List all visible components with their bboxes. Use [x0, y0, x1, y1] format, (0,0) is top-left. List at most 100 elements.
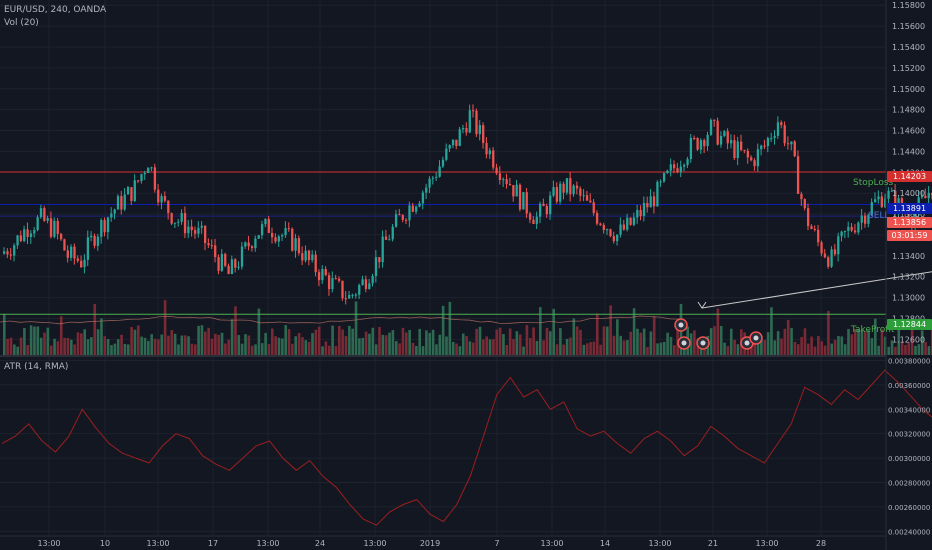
volume-bar [120, 334, 123, 355]
volume-bar [850, 334, 854, 355]
candle-body [780, 122, 783, 126]
volume-bar [378, 326, 381, 355]
volume-bar [518, 334, 522, 355]
event-markers[interactable] [674, 318, 763, 350]
symbol-legend[interactable]: EUR/USD, 240, OANDA [4, 5, 107, 15]
volume-bar [632, 308, 636, 355]
volume-bar [733, 339, 736, 355]
candle-body [217, 257, 220, 271]
volume-bar [927, 346, 931, 355]
candle-body [877, 196, 880, 200]
volume-bar [693, 330, 696, 355]
sell-label[interactable]: SELL [868, 211, 890, 221]
candle-body [636, 210, 639, 218]
candle-body [83, 259, 86, 268]
candle-body [394, 214, 398, 227]
price-tick-label: 1.13000 [892, 294, 925, 303]
volume-bar [559, 328, 562, 355]
atr-tick-label: 0.00240000 [888, 528, 930, 536]
volume-legend[interactable]: Vol (20) [4, 18, 39, 28]
volume-bar [157, 339, 160, 355]
volume-bar [810, 336, 813, 355]
volume-bar [281, 338, 284, 355]
volume-bar [388, 332, 391, 355]
volume-bar [874, 318, 877, 355]
volume-bar [877, 345, 880, 355]
volume-bar [890, 340, 894, 355]
price-tick-label: 1.13200 [892, 273, 925, 282]
volume-bar [525, 325, 529, 355]
candle-body [137, 180, 140, 182]
candle-body [569, 178, 572, 195]
candle-body [924, 195, 927, 199]
volume-bar [348, 325, 351, 355]
time-tick-label: 13:00 [540, 539, 563, 548]
volume-bar [783, 328, 787, 355]
candle-body [331, 278, 334, 290]
volume-bar [887, 346, 890, 355]
candle-body [13, 245, 16, 256]
volume-bar [673, 345, 676, 355]
candle-body [197, 227, 200, 234]
candle-body [204, 225, 207, 244]
atr-tick-label: 0.00320000 [888, 431, 930, 439]
volume-bar [833, 339, 837, 355]
candle-body [622, 224, 626, 230]
candle-body [76, 258, 79, 261]
candle-body [796, 156, 800, 194]
candle-body [29, 233, 33, 237]
volume-bar [435, 344, 438, 355]
candle-body [579, 188, 582, 196]
candle-body [485, 142, 488, 155]
candle-body [294, 238, 297, 251]
volume-bar [371, 327, 375, 355]
volume-bar [880, 329, 884, 355]
volume-bar [368, 333, 371, 355]
price-tick-label: 1.12600 [892, 335, 925, 344]
candle-body [642, 203, 646, 217]
time-tick-label: 24 [315, 539, 325, 548]
atr-legend[interactable]: ATR (14, RMA) [4, 362, 69, 372]
candle-body [224, 253, 227, 266]
atr-indicator[interactable] [1, 369, 932, 526]
candle-body [616, 234, 619, 242]
takeprofit-label[interactable]: TakeProfit [851, 325, 895, 335]
volume-bar [508, 328, 512, 355]
candle-body [535, 216, 538, 224]
candle-body [160, 196, 163, 203]
volume-bar [43, 332, 46, 355]
volume-bar [13, 344, 16, 355]
forecast-arrow[interactable] [697, 208, 932, 309]
current-price-tag: 1.13891 [887, 203, 932, 214]
candle-body [70, 246, 73, 258]
volume-bar [917, 344, 921, 355]
volume-bar [455, 343, 458, 355]
candle-body [451, 139, 455, 146]
candle-body [271, 232, 274, 238]
candle-body [200, 225, 203, 228]
volume-bar [723, 342, 726, 355]
candle-body [629, 217, 632, 225]
volume-bar [853, 329, 857, 355]
volume-bar [220, 332, 224, 355]
price-tick-label: 1.14600 [892, 127, 925, 136]
candle-body [56, 220, 59, 234]
candlesticks[interactable] [3, 14, 932, 305]
volume-bar [488, 339, 492, 355]
candle-body [431, 177, 435, 179]
volume-bar [451, 341, 455, 355]
candle-body [562, 183, 565, 193]
candle-body [740, 141, 743, 150]
candle-body [512, 185, 515, 197]
stoploss-label[interactable]: StopLoss [853, 178, 894, 188]
candle-body [348, 294, 351, 299]
volume-bar [70, 339, 73, 355]
volume-bar [415, 345, 418, 355]
volume-bar [549, 331, 552, 355]
time-tick-label: 28 [816, 539, 826, 548]
candle-body [43, 208, 46, 221]
volume-bar [80, 333, 83, 355]
candle-body [833, 249, 837, 255]
